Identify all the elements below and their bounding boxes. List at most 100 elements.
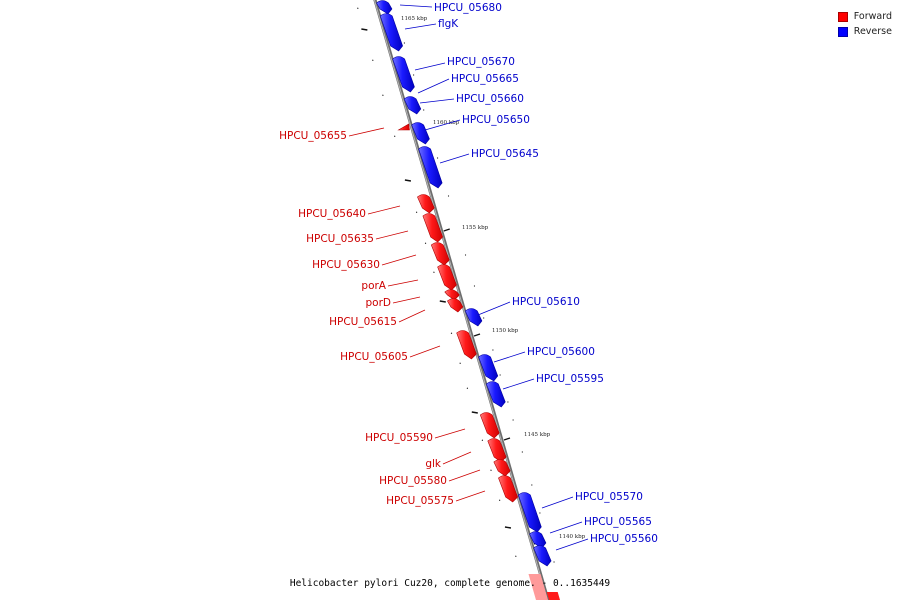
genome-backbone: [373, 0, 550, 600]
gene-label[interactable]: HPCU_05560: [590, 533, 658, 545]
gene-label[interactable]: HPCU_05660: [456, 93, 524, 105]
gene-label[interactable]: HPCU_05610: [512, 296, 580, 308]
gene-label[interactable]: HPCU_05635: [306, 233, 374, 245]
gene-block[interactable]: [392, 56, 415, 93]
minor-tick: [490, 469, 492, 471]
gene-label[interactable]: HPCU_05580: [379, 475, 447, 487]
gene-labels: HPCU_05680 flgK HPCU_05670 HPCU_05665 HPCU_0…: [279, 2, 658, 551]
minor-tick: [512, 419, 514, 421]
gene-block[interactable]: [533, 545, 552, 567]
leader-line: [419, 98, 455, 104]
minor-tick: [553, 561, 555, 563]
leader-line: [381, 254, 417, 266]
minor-tick: [515, 555, 517, 557]
tick-mark: [443, 228, 450, 232]
leader-line: [398, 309, 426, 323]
leader-line: [392, 296, 421, 304]
gene-label[interactable]: HPCU_05595: [536, 373, 604, 385]
gene-label[interactable]: porD: [366, 297, 392, 309]
leader-line: [549, 521, 583, 534]
tick-label: 1150 kbp: [492, 328, 519, 334]
gene-block[interactable]: [430, 242, 450, 266]
leader-line: [409, 345, 441, 358]
legend-label-reverse: Reverse: [853, 26, 892, 37]
gene-label[interactable]: HPCU_05615: [329, 316, 397, 328]
minor-tick: [507, 401, 509, 403]
gene-label[interactable]: glk: [425, 458, 442, 470]
gene-block[interactable]: [498, 475, 519, 503]
gene-label[interactable]: HPCU_05670: [447, 56, 515, 68]
leader-line: [541, 496, 574, 509]
gene-block[interactable]: [411, 122, 430, 145]
leader-line: [414, 62, 446, 71]
gene-block[interactable]: [518, 492, 542, 533]
leader-line: [375, 230, 409, 240]
gene-block[interactable]: [422, 213, 444, 243]
leader-line: [424, 119, 461, 131]
gene-label[interactable]: porA: [361, 280, 386, 292]
tick-label: 1165 kbp: [401, 16, 428, 22]
gene-label[interactable]: HPCU_05650: [462, 114, 530, 126]
gene-block[interactable]: [417, 194, 435, 214]
gene-label[interactable]: HPCU_05630: [312, 259, 380, 271]
gene-block[interactable]: [437, 264, 457, 291]
gene-block[interactable]: [464, 308, 483, 327]
gene-label[interactable]: HPCU_05665: [451, 73, 519, 85]
gene-label[interactable]: HPCU_05565: [584, 516, 652, 528]
leader-line: [417, 78, 450, 94]
gene-label[interactable]: HPCU_05590: [365, 432, 433, 444]
gene-block[interactable]: [444, 289, 460, 301]
minor-tick: [473, 285, 476, 287]
gene-label[interactable]: HPCU_05605: [340, 351, 408, 363]
leader-line: [387, 279, 419, 287]
minor-tick: [498, 499, 501, 501]
minor-tick: [423, 109, 425, 111]
minor-tick: [404, 179, 412, 182]
gene-label[interactable]: HPCU_05655: [279, 130, 347, 142]
forward-swatch: [837, 11, 848, 22]
legend-item-forward: Forward: [837, 9, 892, 24]
minor-tick: [415, 211, 418, 213]
tick-mark: [503, 437, 511, 441]
leader-line: [477, 301, 511, 316]
gene-label[interactable]: flgK: [438, 18, 459, 30]
gene-label[interactable]: HPCU_05645: [471, 148, 539, 160]
tick-label: 1145 kbp: [524, 432, 551, 438]
reverse-swatch: [837, 26, 848, 37]
gene-block[interactable]: [376, 0, 393, 15]
gene-block[interactable]: [478, 354, 499, 382]
gene-block[interactable]: [546, 592, 560, 600]
minor-tick: [539, 512, 541, 514]
gene-block[interactable]: [493, 459, 511, 477]
minor-tick: [403, 42, 405, 44]
gene-block[interactable]: [528, 574, 548, 600]
tick-label: 1155 kbp: [462, 225, 489, 231]
leader-line: [493, 351, 526, 363]
gene-block[interactable]: [397, 123, 410, 131]
gene-block[interactable]: [479, 412, 500, 439]
gene-block[interactable]: [403, 96, 422, 115]
gene-block[interactable]: [456, 330, 477, 360]
minor-tick: [393, 135, 396, 137]
strand-legend: Forward Reverse: [837, 9, 892, 39]
minor-tick: [447, 195, 450, 197]
leader-line: [399, 4, 433, 8]
gene-label[interactable]: HPCU_05640: [298, 208, 366, 220]
leader-line: [348, 127, 385, 137]
gene-label[interactable]: HPCU_05680: [434, 2, 502, 14]
gene-label[interactable]: HPCU_05570: [575, 491, 643, 503]
gene-block[interactable]: [447, 298, 464, 313]
gene-block[interactable]: [485, 381, 506, 408]
gene-label[interactable]: HPCU_05575: [386, 495, 454, 507]
gene-block[interactable]: [418, 146, 443, 189]
tick-mark: [473, 333, 481, 337]
minor-tick: [382, 94, 384, 96]
minor-tick: [361, 28, 368, 31]
leader-line: [442, 451, 472, 465]
legend-item-reverse: Reverse: [837, 24, 892, 39]
leader-line: [455, 490, 486, 502]
genome-caption: Helicobacter pylori Cuz20, complete geno…: [289, 578, 611, 589]
gene-label[interactable]: HPCU_05600: [527, 346, 595, 358]
gene-block[interactable]: [379, 13, 403, 52]
tick-label: 1160 kbp: [433, 120, 460, 126]
